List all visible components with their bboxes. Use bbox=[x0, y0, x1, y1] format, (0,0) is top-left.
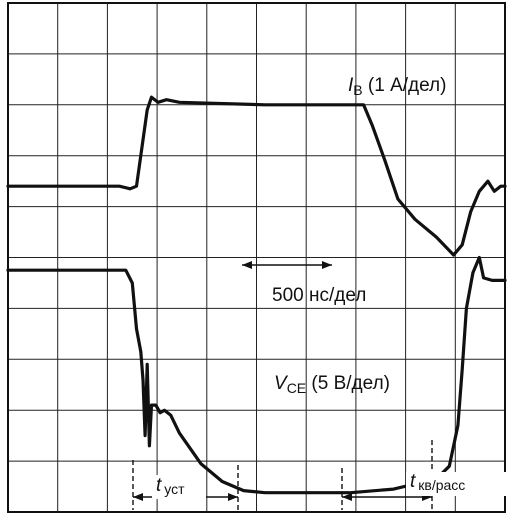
settling-time-label: t уст bbox=[156, 475, 185, 497]
collector-emitter-voltage-trace bbox=[6, 255, 507, 495]
screen-border bbox=[7, 2, 506, 513]
ib-series-label: IB (1 А/дел) bbox=[348, 75, 446, 98]
storage-time-label: t кв/расс bbox=[410, 471, 465, 493]
base-current-trace bbox=[6, 95, 507, 257]
timebase-marker bbox=[242, 261, 332, 269]
frame bbox=[7, 2, 506, 513]
timebase-label: 500 нс/дел bbox=[272, 285, 366, 306]
vce-series-label: VCE (5 В/дел) bbox=[274, 373, 390, 396]
settling-time-marker bbox=[132, 460, 239, 510]
